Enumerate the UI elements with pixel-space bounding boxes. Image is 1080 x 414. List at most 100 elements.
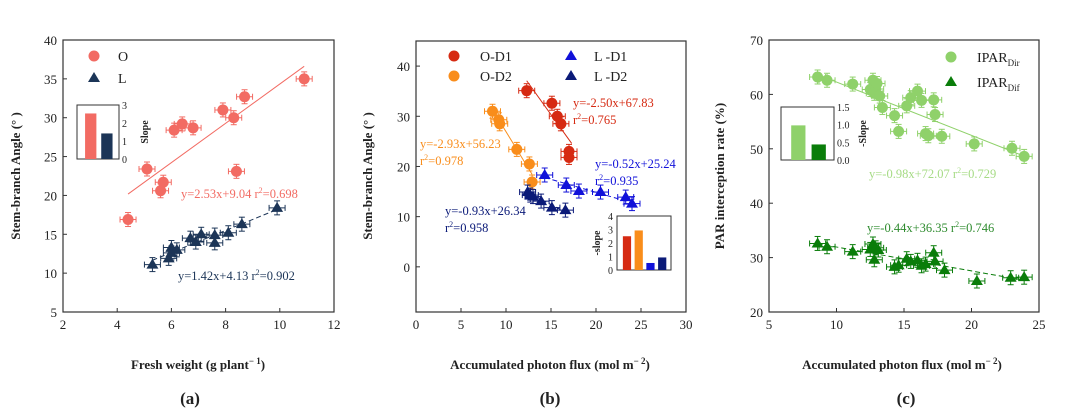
inset-bar (101, 133, 113, 159)
data-point (233, 216, 251, 232)
data-point (225, 110, 243, 126)
data-point (623, 196, 641, 212)
circle-marker (893, 125, 905, 137)
data-point (968, 273, 986, 289)
x-tick-label: 6 (168, 317, 175, 332)
data-point (143, 257, 161, 273)
triangle-marker (195, 228, 208, 239)
y-tick-label: 50 (750, 142, 763, 157)
data-point (552, 116, 570, 132)
circle-marker (523, 158, 535, 170)
circle-marker (901, 100, 913, 112)
triangle-marker (872, 243, 885, 254)
data-point (844, 244, 862, 260)
data-point (484, 103, 501, 119)
data-points (809, 69, 1033, 289)
triangle-marker (821, 240, 834, 251)
x-tick-label: 4 (114, 317, 121, 332)
data-point (184, 120, 202, 136)
inset-tick-label: 4 (608, 212, 613, 223)
data-point (1015, 148, 1033, 164)
data-point (592, 184, 609, 200)
fit-line (127, 65, 305, 195)
data-point (214, 102, 232, 118)
legend-label-ipar-dif: IPARDif (977, 76, 1020, 93)
circle-marker (511, 143, 523, 155)
panel-label: (c) (897, 389, 916, 408)
triangle-marker (170, 243, 183, 254)
circle-marker (812, 71, 824, 83)
inset-tick-label: 1 (608, 253, 613, 264)
circle-marker (298, 73, 310, 85)
circle-marker (876, 101, 888, 113)
triangle-marker (545, 201, 558, 212)
inset-frame (780, 106, 835, 161)
circle-marker (1006, 142, 1018, 154)
legend-marker-ipar-dif (945, 76, 957, 86)
panel-c: 5 10 15 20 25 20 30 40 50 60 70 0.0 0.5 1.0 1.5 -Slope… (712, 33, 1046, 408)
circle-marker (228, 112, 240, 124)
y-tick-label: 0 (404, 260, 411, 275)
equation-o: y=2.53x+9.04 r2=0.698 (181, 186, 298, 201)
y-tick-label: 25 (44, 150, 57, 165)
triangle-marker (970, 274, 983, 285)
circle-marker (563, 151, 575, 163)
data-point (890, 123, 908, 139)
circle-marker (157, 176, 169, 188)
inset-frame (76, 104, 120, 160)
circle-marker (217, 104, 229, 116)
data-point (917, 256, 935, 272)
y-tick-label: 20 (750, 305, 763, 320)
data-point (227, 163, 245, 179)
legend-label-l: L (118, 72, 127, 87)
data-point (818, 72, 836, 88)
triangle-marker (868, 253, 881, 264)
legend-marker-l (88, 72, 100, 82)
data-point (557, 177, 575, 193)
inset-bar (646, 262, 655, 270)
equation-l-d1: y=-0.52x+25.24 r2=0.935 (595, 157, 677, 188)
fit-line (527, 192, 566, 213)
inset-axis-label: -Slope (858, 120, 869, 147)
triangle-marker (527, 190, 539, 201)
legend-marker-o (88, 50, 100, 62)
data-point (162, 245, 180, 261)
x-tick-label: 25 (1033, 317, 1046, 332)
equation-o-d2: y=-2.93x+56.23 r2=0.978 (420, 137, 501, 168)
x-tick-label: 10 (500, 317, 513, 332)
equation-ipar-dif: y=-0.44x+36.35 r2=0.746 (867, 220, 994, 235)
legend-label-l-d2: L -D2 (594, 70, 627, 85)
inset-bar (658, 257, 667, 270)
panel-b: 0 5 10 15 20 25 30 0 10 20 30 40 0 1 2 3 4 -slope O-D1 O… (360, 40, 693, 408)
data-point (898, 98, 916, 114)
circle-marker (521, 85, 533, 97)
legend-marker-ipar-dir (945, 51, 957, 63)
circle-marker (847, 78, 859, 90)
circle-marker (871, 78, 883, 90)
inset-axis-label: -slope (592, 230, 603, 256)
y-tick-label: 15 (44, 227, 57, 242)
y-tick-label: 40 (750, 196, 763, 211)
circle-marker (494, 118, 506, 130)
triangle-marker (938, 264, 951, 275)
y-tick-label: 70 (750, 33, 763, 48)
inset-tick-label: 0 (608, 266, 613, 277)
circle-marker (122, 214, 134, 226)
equation-l-d2: y=-0.93x+26.34 r2=0.958 (445, 204, 527, 235)
triangle-marker (208, 229, 221, 240)
y-tick-label: 40 (44, 33, 57, 48)
triangle-marker (165, 246, 178, 257)
data-point (1002, 270, 1020, 286)
circle-marker (230, 165, 242, 177)
y-axis-label: Stem-branch Angle (° ) (360, 112, 375, 240)
inset-tick-label: 0 (122, 155, 127, 166)
x-tick-label: 15 (545, 317, 558, 332)
y-tick-label: 40 (397, 59, 410, 74)
data-point (543, 95, 561, 111)
y-tick-label: 30 (397, 109, 410, 124)
equation-o-d1: y=-2.50x+67.83 r2=0.765 (573, 96, 654, 127)
y-tick-label: 5 (51, 305, 58, 320)
triangle-marker (619, 191, 632, 202)
inset-tick-label: 1.0 (837, 121, 850, 132)
